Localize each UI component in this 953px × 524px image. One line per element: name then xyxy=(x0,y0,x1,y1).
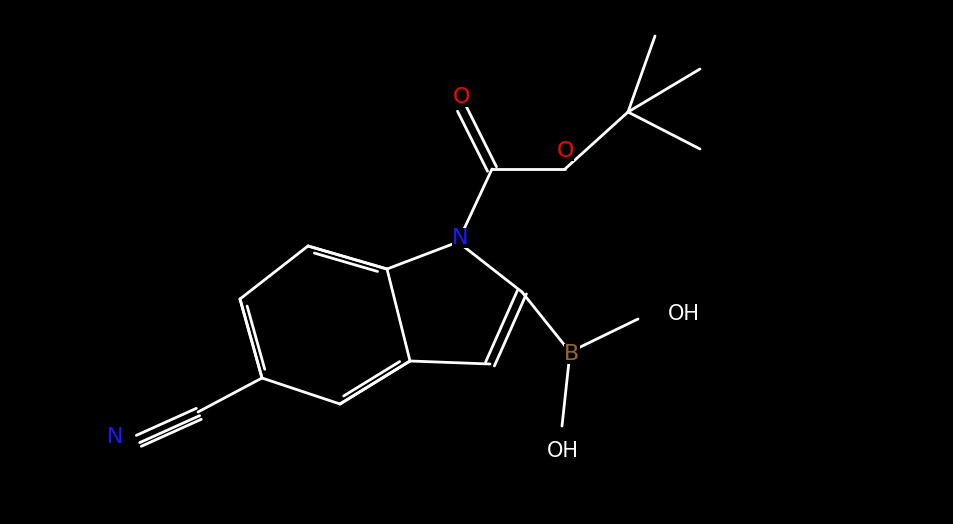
Text: N: N xyxy=(452,228,468,248)
Text: OH: OH xyxy=(667,304,700,324)
Text: O: O xyxy=(556,141,573,161)
Text: O: O xyxy=(453,87,470,107)
Text: OH: OH xyxy=(546,441,578,461)
Text: N: N xyxy=(107,427,123,447)
Text: B: B xyxy=(564,344,579,364)
